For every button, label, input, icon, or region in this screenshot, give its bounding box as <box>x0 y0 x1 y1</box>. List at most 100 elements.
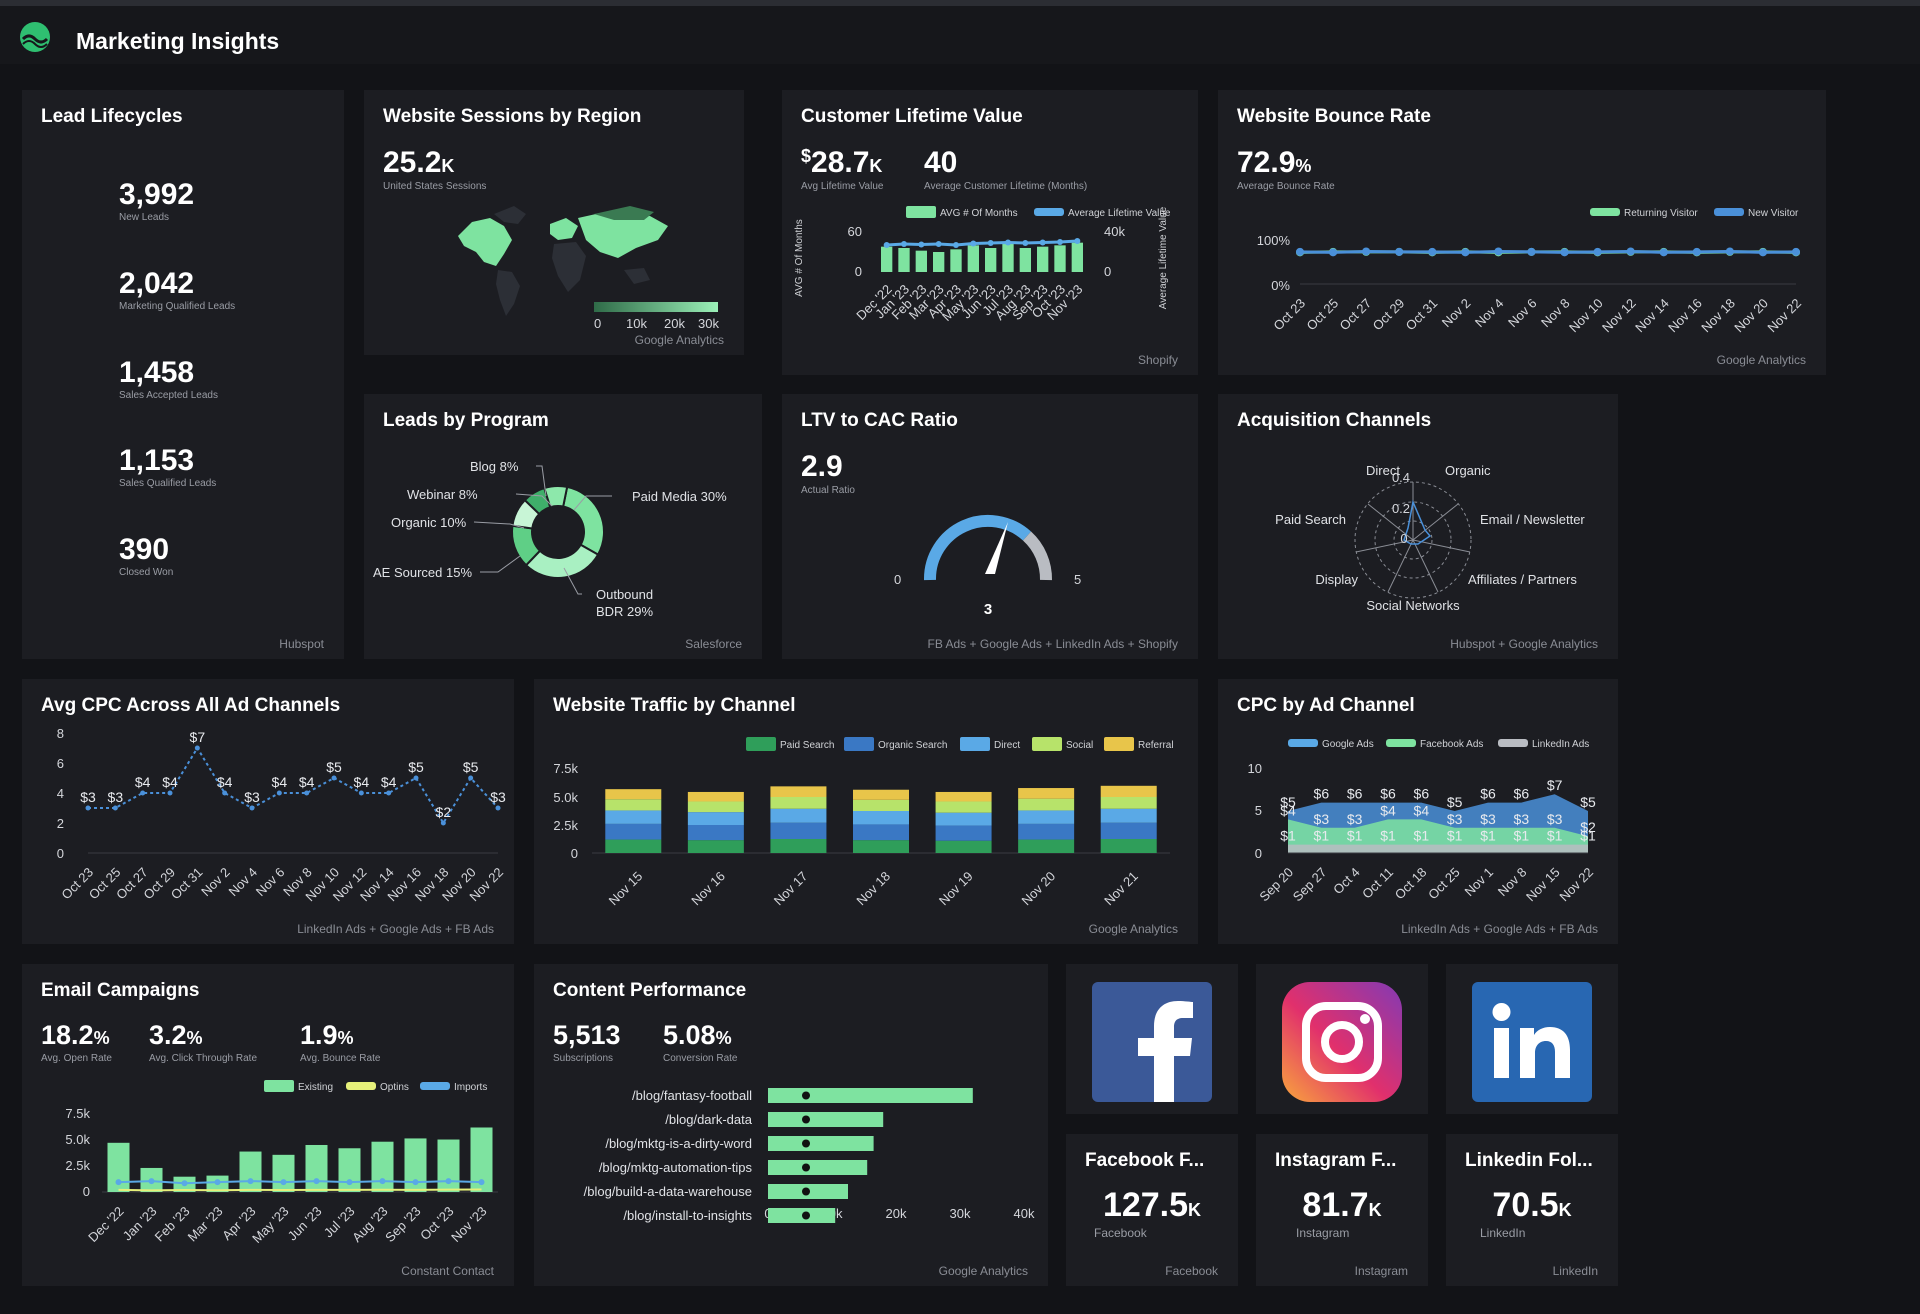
cpc-channel-area-chart[interactable]: Google Ads Facebook Ads LinkedIn Ads 10 … <box>1218 719 1618 924</box>
source-label: Hubspot + Google Analytics <box>1450 637 1598 651</box>
gauge-needle <box>985 522 1008 574</box>
y-tick: 0 <box>57 846 64 861</box>
email-imports-point <box>478 1179 485 1186</box>
cpc-channel-data-label: $1 <box>1280 828 1296 844</box>
ltv-cac-gauge[interactable]: 0 5 3 <box>782 494 1198 634</box>
linkedin-logo-tile[interactable] <box>1446 964 1618 1114</box>
bounce-series-line <box>1299 249 1797 254</box>
y-tick: 7.5k <box>65 1106 90 1121</box>
sessions-region-card[interactable]: Website Sessions by Region 25.2K United … <box>364 90 744 355</box>
cpc-data-label: $2 <box>436 804 452 820</box>
x-tick-label: Oct 29 <box>1370 296 1408 334</box>
traffic-bar-segment <box>687 801 744 813</box>
traffic-bar-segment <box>935 840 992 853</box>
content-category-label: /blog/build-a-data-warehouse <box>584 1184 752 1199</box>
x-tick-label: Aug '23 <box>349 1204 390 1245</box>
x-tick-label: Nov 1 <box>1461 865 1496 900</box>
facebook-followers-card[interactable]: Facebook F... 127.5K Facebook Facebook <box>1066 1134 1238 1286</box>
avg-customer-lifetime-label: Average Customer Lifetime (Months) <box>924 181 1088 192</box>
acquisition-card[interactable]: Acquisition Channels 0.4 0.2 0 Direct Or… <box>1218 394 1618 659</box>
card-title: Customer Lifetime Value <box>801 106 1023 127</box>
traffic-bar-segment <box>687 840 744 853</box>
traffic-stacked-bar-chart[interactable]: Paid Search Organic Search Direct Social… <box>534 719 1198 924</box>
legend-label: Google Ads <box>1322 739 1374 750</box>
ring-label: 0.2 <box>1392 501 1410 516</box>
source-label: Google Analytics <box>1088 922 1178 936</box>
bounce-point <box>1593 247 1602 256</box>
bounce-point <box>1362 247 1371 256</box>
instagram-followers-label: Instagram <box>1296 1226 1350 1240</box>
traffic-bar-segment <box>853 824 909 841</box>
sessions-value: 25.2K <box>383 146 455 179</box>
legend-label: Returning Visitor <box>1624 208 1698 219</box>
cpc-point <box>140 790 146 796</box>
leads-program-card[interactable]: Leads by Program Blog 8% Webinar 8% Orga… <box>364 394 762 659</box>
linkedin-followers-card[interactable]: Linkedin Fol... 70.5K LinkedIn LinkedIn <box>1446 1134 1618 1286</box>
traffic-card[interactable]: Website Traffic by Channel Paid Search O… <box>534 679 1198 944</box>
x-tick: 30k <box>950 1206 971 1221</box>
axis-label: Email / Newsletter <box>1480 512 1585 527</box>
clv-line <box>886 239 1078 247</box>
cpc-point <box>413 775 419 781</box>
cpc-point <box>468 775 474 781</box>
email-optins-line <box>118 1188 482 1192</box>
content-performance-chart[interactable]: 0 10k 20k 30k 40k /blog/fantasy-football… <box>534 1074 1048 1264</box>
world-map[interactable] <box>454 200 734 330</box>
clv-card[interactable]: Customer Lifetime Value $28.7K Avg Lifet… <box>782 90 1198 375</box>
lead-lifecycles-card[interactable]: Lead Lifecycles 3,992 New Leads 2,042 Ma… <box>22 90 344 659</box>
cpc-channel-data-label: $5 <box>1447 794 1463 810</box>
scale-tick: 20k <box>664 316 685 331</box>
cpc-data-label: $5 <box>463 759 479 775</box>
x-tick-label: Oct 11 <box>1359 865 1396 902</box>
cpc-point <box>331 775 337 781</box>
x-tick-label: Nov 6 <box>1505 296 1540 331</box>
bounce-rate-chart[interactable]: Returning Visitor New Visitor 100% 0% Oc… <box>1218 200 1826 350</box>
open-rate-label: Avg. Open Rate <box>41 1053 112 1064</box>
cpc-point <box>304 790 310 796</box>
x-tick-label: Nov 6 <box>253 865 288 900</box>
radar-series <box>1403 499 1432 545</box>
x-tick-label: Nov 15 <box>1523 865 1563 905</box>
clv-bar <box>985 248 997 272</box>
y-tick: 0 <box>1255 846 1262 861</box>
x-tick-label: Jun '23 <box>285 1204 325 1244</box>
acquisition-radar-chart[interactable]: 0.4 0.2 0 Direct Organic Email / Newslet… <box>1218 444 1618 644</box>
cpc-data-label: $3 <box>490 789 506 805</box>
y-tick: 5 <box>1255 803 1262 818</box>
clv-bar <box>967 245 979 272</box>
content-category-label: /blog/mktg-is-a-dirty-word <box>605 1136 752 1151</box>
y-tick: 0 <box>1104 264 1111 279</box>
slice-label: Outbound <box>596 587 653 602</box>
email-campaigns-card[interactable]: Email Campaigns 18.2% Avg. Open Rate 3.2… <box>22 964 514 1286</box>
avg-cpc-chart[interactable]: 8 6 4 2 0 $3 $3 $4 $4 $7 $4 $3 $4 $4 $5 $4 $4 $5 $2 $5… <box>22 719 514 924</box>
gauge-fill <box>923 514 1032 581</box>
axis-label: Organic <box>1445 463 1491 478</box>
cpc-point <box>85 805 91 811</box>
x-tick-label: Dec '22 <box>85 1204 126 1245</box>
leads-donut-chart[interactable]: Blog 8% Webinar 8% Organic 10% AE Source… <box>364 444 762 644</box>
ltv-cac-card[interactable]: LTV to CAC Ratio 2.9 Actual Ratio 0 5 3 … <box>782 394 1198 659</box>
clv-bar <box>1071 242 1083 272</box>
email-campaigns-chart[interactable]: Existing Optins Imports 7.5k 5.0k 2.5k 0… <box>22 1074 514 1264</box>
traffic-bar-segment <box>853 840 909 853</box>
legend-label: Existing <box>298 1082 333 1093</box>
clv-bar <box>1002 244 1014 272</box>
x-tick-label: Feb '23 <box>152 1204 193 1245</box>
card-title: Lead Lifecycles <box>41 106 183 127</box>
avg-cpc-card[interactable]: Avg CPC Across All Ad Channels 8 6 4 2 0… <box>22 679 514 944</box>
clv-chart[interactable]: AVG # Of Months Average Lifetime Value A… <box>782 200 1198 350</box>
ltv-cac-label: Actual Ratio <box>801 485 855 496</box>
card-title: Website Bounce Rate <box>1237 106 1431 127</box>
content-performance-card[interactable]: Content Performance 5,513 Subscriptions … <box>534 964 1048 1286</box>
bounce-rate-card[interactable]: Website Bounce Rate 72.9% Average Bounce… <box>1218 90 1826 375</box>
gauge-max: 5 <box>1074 572 1081 587</box>
instagram-followers-card[interactable]: Instagram F... 81.7K Instagram Instagram <box>1256 1134 1428 1286</box>
email-existing-bar <box>272 1154 295 1192</box>
instagram-logo-tile[interactable] <box>1256 964 1428 1114</box>
cpc-channel-card[interactable]: CPC by Ad Channel Google Ads Facebook Ad… <box>1218 679 1618 944</box>
scale-tick: 0 <box>594 316 601 331</box>
cpc-data-label: $3 <box>244 789 260 805</box>
card-title: Website Sessions by Region <box>383 106 642 127</box>
facebook-logo-tile[interactable] <box>1066 964 1238 1114</box>
cpc-channel-data-label: $1 <box>1514 828 1530 844</box>
